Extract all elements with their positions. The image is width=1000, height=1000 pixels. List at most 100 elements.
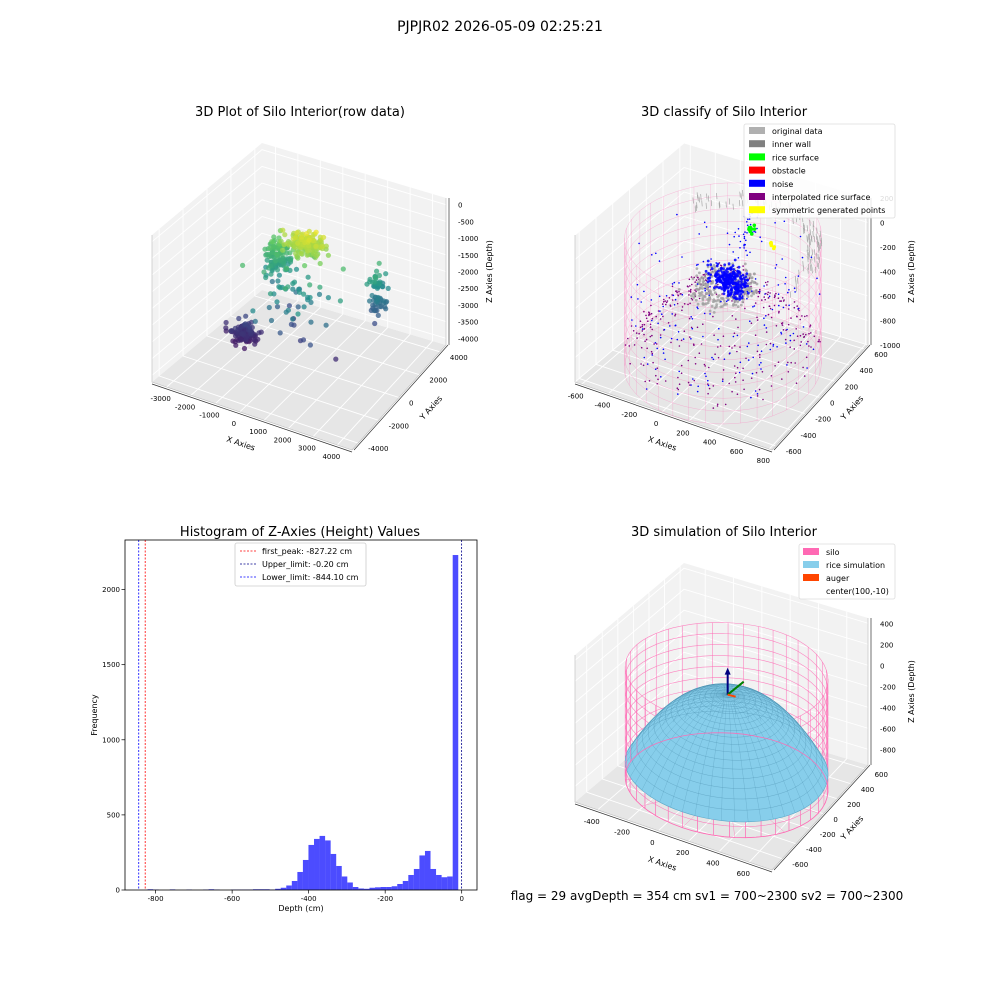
raw-point	[263, 274, 269, 281]
inner-wall-point	[807, 233, 810, 240]
interpolated-point	[656, 367, 659, 370]
noise-point	[748, 218, 751, 220]
y-tick-label: -400	[800, 432, 816, 440]
z-gridline	[574, 191, 869, 285]
interpolated-point	[818, 339, 820, 341]
noise-point	[721, 380, 724, 383]
noise-point	[810, 256, 813, 259]
interpolated-point	[773, 304, 776, 307]
noise-point	[726, 270, 729, 274]
raw-point	[240, 262, 246, 268]
original-point	[722, 299, 726, 303]
interpolated-point	[787, 308, 790, 310]
noise-point	[743, 244, 745, 247]
noise-point	[737, 228, 740, 230]
noise-point	[726, 232, 729, 234]
noise-point	[754, 278, 757, 280]
interpolated-point	[724, 403, 727, 406]
noise-point	[734, 291, 737, 295]
inner-wall-point	[807, 245, 809, 252]
interpolated-point	[754, 302, 757, 304]
z-tick-label: -2000	[458, 269, 478, 277]
noise-point	[772, 343, 775, 346]
interpolated-point	[773, 296, 776, 299]
noise-point	[673, 304, 676, 306]
interpolated-point	[787, 361, 789, 364]
interpolated-point	[694, 363, 697, 365]
inner-wall-point	[700, 194, 702, 201]
x-axis-label: Depth (cm)	[278, 904, 323, 913]
noise-point	[741, 290, 745, 294]
inner-wall-point	[809, 229, 811, 236]
raw-point	[308, 319, 314, 325]
interpolated-point	[640, 363, 642, 365]
z-gridline	[151, 165, 447, 259]
noise-point	[719, 279, 723, 283]
x-tick-label: -200	[614, 828, 630, 836]
noise-point	[760, 361, 762, 364]
raw-point	[256, 330, 262, 336]
inner-wall-point	[739, 191, 741, 198]
interpolated-point	[674, 313, 677, 316]
noise-point	[746, 284, 749, 288]
rice-mesh-spoke	[670, 694, 728, 808]
noise-point	[747, 359, 750, 361]
raw-point	[275, 278, 281, 284]
rice-mesh-spoke	[649, 694, 728, 797]
noise-point	[712, 358, 715, 361]
interpolated-point	[758, 292, 761, 295]
z-gridline	[574, 588, 869, 682]
noise-point	[738, 371, 741, 374]
y-gridline	[629, 335, 821, 398]
histogram-bar	[308, 844, 315, 890]
interpolated-point	[677, 376, 679, 379]
original-point	[731, 304, 735, 307]
pane-edge	[574, 655, 773, 871]
interpolated-point	[757, 295, 760, 298]
noise-point	[792, 332, 795, 335]
raw-point	[252, 341, 258, 347]
noise-point	[706, 263, 710, 267]
raw-point	[243, 337, 249, 343]
interpolated-point	[793, 301, 796, 303]
interpolated-point	[678, 345, 681, 347]
original-point	[677, 288, 681, 291]
original-point	[716, 295, 720, 299]
noise-point	[707, 379, 709, 382]
x-tick-label: -400	[584, 818, 600, 826]
interpolated-point	[817, 340, 820, 343]
original-point	[706, 287, 709, 291]
noise-point	[788, 304, 790, 307]
x-tick-label: 800	[757, 457, 770, 465]
noise-point	[726, 294, 730, 298]
x-tick-label: -200	[621, 411, 637, 419]
raw-point	[307, 282, 313, 288]
y-gridline	[579, 378, 776, 447]
original-point	[695, 287, 698, 291]
noise-point	[696, 306, 698, 309]
legend-swatch	[749, 179, 765, 187]
interpolated-point	[677, 388, 680, 391]
pane-edge	[151, 235, 353, 451]
interpolated-point	[629, 362, 631, 365]
noise-point	[678, 370, 680, 373]
raw-point	[280, 227, 286, 233]
noise-point	[707, 273, 710, 275]
interpolated-point	[694, 281, 696, 283]
raw-point	[252, 318, 258, 324]
inner-wall-point	[810, 235, 812, 242]
interpolated-point	[647, 320, 649, 323]
noise-point	[758, 290, 761, 293]
interpolated-point	[680, 372, 683, 375]
noise-point	[787, 291, 789, 294]
histogram-bar	[336, 865, 342, 890]
raw-point	[303, 231, 310, 237]
raw-point	[282, 232, 288, 238]
noise-point	[678, 282, 680, 284]
noise-point	[734, 231, 736, 234]
noise-point	[638, 242, 640, 245]
interpolated-point	[720, 264, 722, 267]
chart-title: 3D classify of Silo Interior	[641, 105, 808, 120]
raw-point	[266, 265, 272, 271]
